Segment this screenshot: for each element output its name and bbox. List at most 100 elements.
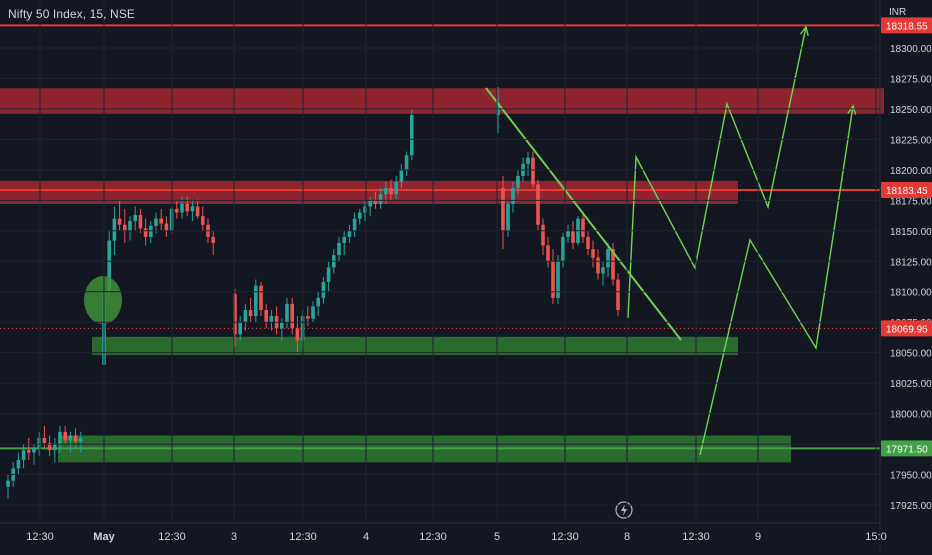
candle-body — [556, 261, 560, 298]
candle-body — [269, 316, 274, 323]
price-label-text: 17971.50 — [886, 444, 928, 455]
time-tick-label: 15:0 — [865, 531, 886, 543]
candle-body — [53, 444, 57, 451]
time-tick-label: 12:30 — [158, 531, 186, 543]
price-tick-label: 18250.00 — [890, 105, 932, 116]
flash-icon — [615, 501, 633, 519]
candle-body — [399, 169, 404, 183]
candle-body — [531, 157, 535, 185]
price-tick-label: 18000.00 — [890, 410, 932, 421]
time-tick-label: 12:30 — [289, 531, 317, 543]
candle-body — [378, 194, 383, 204]
candle-body — [410, 115, 414, 156]
candle-body — [352, 218, 357, 231]
candle-body — [536, 184, 540, 225]
candle-body — [311, 306, 315, 319]
price-label-text: 18318.55 — [886, 21, 928, 32]
candle-body — [190, 206, 195, 212]
candle-body — [238, 322, 242, 335]
price-label-text: 18183.45 — [886, 186, 928, 197]
candle-body — [259, 285, 263, 311]
candle-body — [32, 447, 36, 453]
candle-body — [541, 224, 545, 246]
candle-body — [185, 203, 189, 212]
candle-body — [611, 249, 615, 280]
candle-body — [316, 297, 320, 307]
candle-body — [211, 236, 215, 243]
price-label-text: 18069.95 — [886, 324, 928, 335]
time-tick-label: May — [93, 531, 115, 543]
candle-body — [551, 261, 555, 298]
time-tick-label: 12:30 — [551, 531, 579, 543]
candle-body — [342, 236, 346, 243]
trendline — [485, 87, 682, 341]
candle-body — [175, 208, 179, 213]
candle-body — [21, 450, 26, 460]
candle-body — [404, 155, 409, 170]
candle-body — [280, 322, 284, 329]
time-tick-label: 5 — [494, 531, 500, 543]
price-label-box — [881, 17, 932, 34]
candle-body — [285, 303, 289, 323]
candle-body — [347, 230, 352, 237]
candle-body — [516, 175, 520, 189]
price-tick-label: 18150.00 — [890, 227, 932, 238]
candle-body — [384, 188, 388, 195]
resistance-zone — [0, 180, 738, 204]
currency-label[interactable]: INR — [889, 7, 907, 18]
candle-body — [42, 437, 47, 443]
candle-body — [506, 203, 510, 231]
candle-body — [526, 157, 530, 164]
time-tick-label: 3 — [231, 531, 237, 543]
candle-body — [180, 203, 184, 213]
candle-body — [195, 206, 200, 217]
candle-body — [73, 435, 78, 442]
time-tick-label: 8 — [624, 531, 630, 543]
time-tick-label: 4 — [363, 531, 369, 543]
resistance-zone — [0, 88, 884, 114]
candle-body — [16, 459, 21, 469]
candle-body — [373, 200, 378, 204]
flash-icon-glyph — [621, 504, 627, 516]
candle-body — [586, 236, 590, 250]
candle-body — [138, 214, 143, 229]
price-label-box — [881, 320, 932, 337]
candle-body — [112, 218, 117, 241]
candle-body — [159, 218, 163, 224]
arrow-head — [847, 104, 857, 115]
zone-layer — [0, 88, 884, 463]
candle-body — [511, 188, 515, 204]
price-label-box — [881, 182, 932, 199]
price-labels: 18183.45 18069.95 17971.50 18318.55 — [881, 17, 932, 457]
candle-body — [571, 230, 575, 243]
candle-body — [164, 223, 169, 231]
level-layer — [0, 24, 880, 450]
candle-body — [27, 450, 31, 453]
candle-body — [143, 228, 148, 237]
price-tick-label: 18200.00 — [890, 166, 932, 177]
candle-body — [79, 437, 83, 442]
highlight-ellipse — [84, 276, 122, 324]
candle-body — [58, 431, 62, 445]
candle-body — [606, 249, 610, 268]
time-tick-label: 12:30 — [419, 531, 447, 543]
price-tick-label: 18275.00 — [890, 74, 932, 85]
price-tick-label: 17950.00 — [890, 471, 932, 482]
candle-body — [306, 316, 310, 319]
price-tick-label: 18175.00 — [890, 196, 932, 207]
candle-body — [326, 267, 331, 282]
candle-body — [154, 218, 158, 226]
candle-body — [601, 267, 605, 274]
candle-body — [63, 431, 67, 441]
candle-body — [6, 480, 10, 487]
candle-body — [123, 224, 127, 231]
support-zone — [92, 336, 738, 356]
time-tick-label: 9 — [755, 531, 761, 543]
candle-body — [337, 242, 341, 256]
candle-body — [561, 236, 565, 262]
price-tick-label: 18050.00 — [890, 349, 932, 360]
projection-path — [627, 26, 807, 319]
